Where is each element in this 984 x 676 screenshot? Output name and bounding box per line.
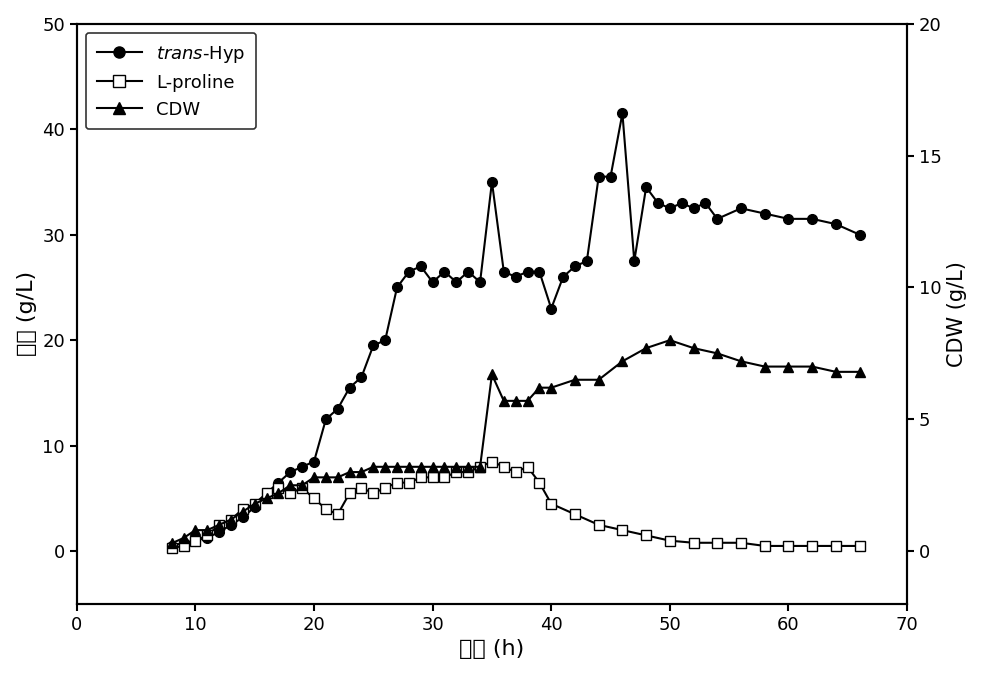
Y-axis label: 浓度 (g/L): 浓度 (g/L) [17,271,36,356]
Legend: $\mathit{trans}$-Hyp, L-proline, CDW: $\mathit{trans}$-Hyp, L-proline, CDW [86,32,257,129]
Y-axis label: CDW (g/L): CDW (g/L) [948,261,967,367]
X-axis label: 时间 (h): 时间 (h) [460,639,524,659]
